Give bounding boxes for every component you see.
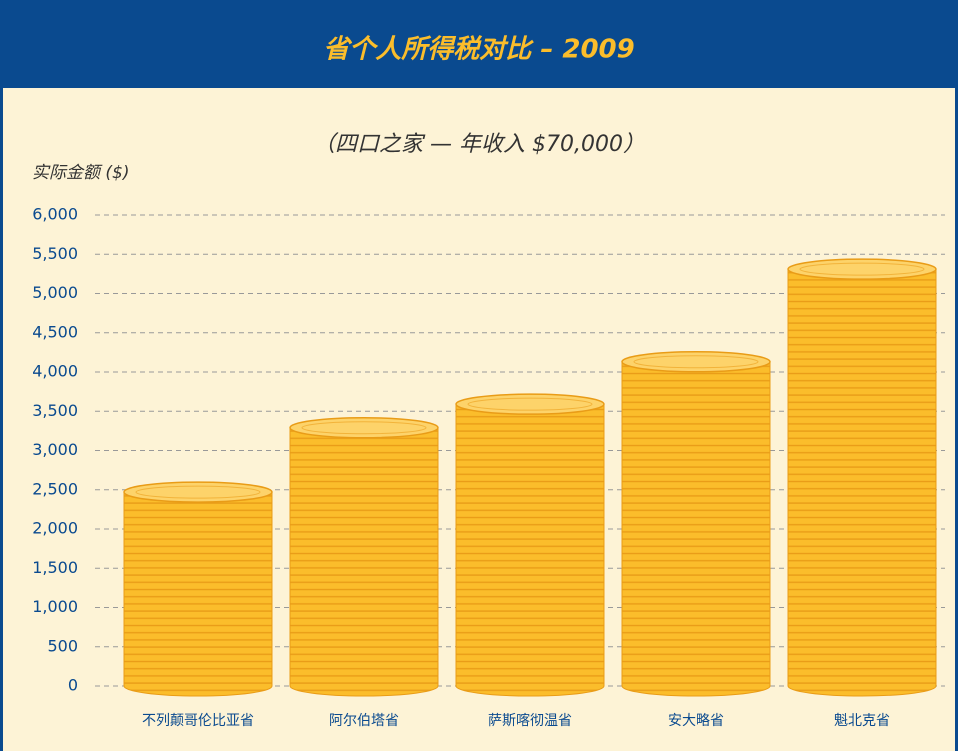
y-tick-label: 5,000 <box>32 283 78 302</box>
x-tick-label: 安大略省 <box>668 713 724 729</box>
x-tick-label: 阿尔伯塔省 <box>329 713 399 729</box>
x-tick-label: 萨斯喀彻温省 <box>488 713 572 729</box>
y-tick-label: 5,500 <box>32 244 78 263</box>
y-tick-label: 4,000 <box>32 362 78 381</box>
y-axis-label: 实际金额 ($) <box>32 163 129 183</box>
y-tick-label: 6,000 <box>32 205 78 224</box>
y-tick-label: 0 <box>68 676 78 695</box>
border <box>0 88 3 751</box>
coin-top <box>124 482 272 502</box>
coin-top <box>622 352 770 372</box>
y-tick-label: 3,500 <box>32 401 78 420</box>
chart: 省个人所得税对比 – 2009 （四口之家 — 年收入 $70,000） 实际金… <box>0 0 958 751</box>
x-tick-label: 魁北克省 <box>834 713 890 729</box>
y-tick-label: 4,500 <box>32 322 78 341</box>
chart-subtitle: （四口之家 — 年收入 $70,000） <box>313 132 645 157</box>
y-tick-label: 1,500 <box>32 558 78 577</box>
y-tick-label: 2,000 <box>32 519 78 538</box>
y-tick-label: 1,000 <box>32 597 78 616</box>
bar <box>456 404 604 696</box>
coin-top <box>290 418 438 438</box>
y-tick-label: 2,500 <box>32 479 78 498</box>
bar <box>622 362 770 696</box>
chart-title: 省个人所得税对比 – 2009 <box>323 35 634 65</box>
x-tick-label: 不列颠哥伦比亚省 <box>142 713 254 729</box>
bar <box>290 428 438 696</box>
coin-top <box>788 259 936 279</box>
bar <box>124 492 272 696</box>
coin-top <box>456 394 604 414</box>
bar <box>788 269 936 696</box>
y-tick-label: 500 <box>47 636 78 655</box>
y-tick-label: 3,000 <box>32 440 78 459</box>
